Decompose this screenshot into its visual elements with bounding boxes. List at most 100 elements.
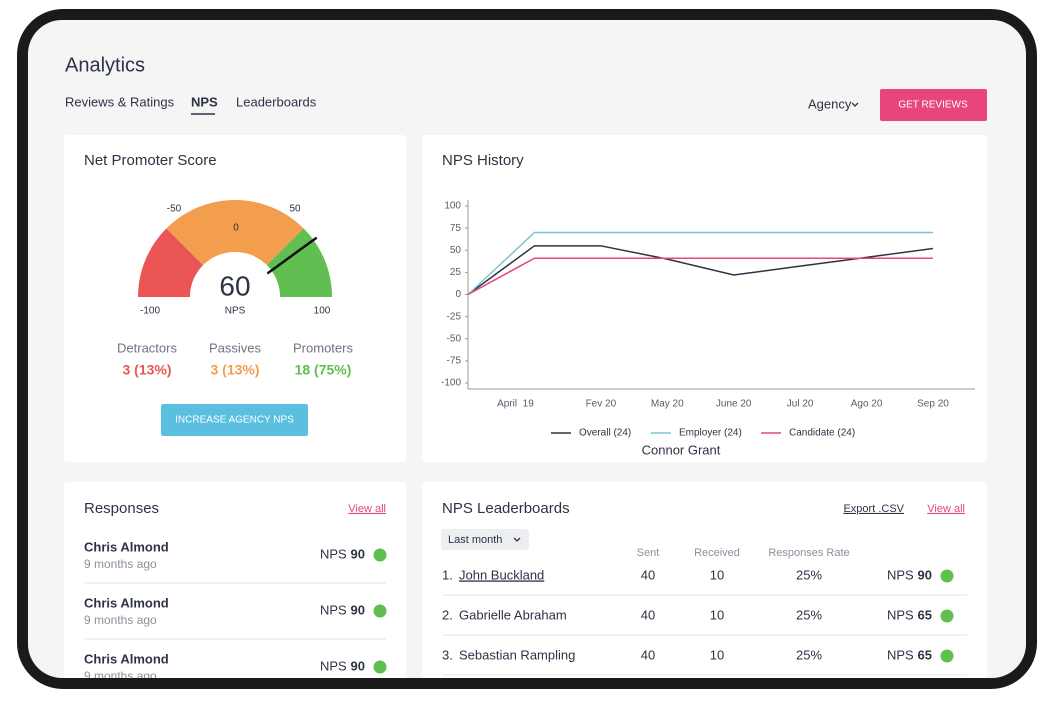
chart-subtitle: Connor Grant bbox=[642, 442, 721, 457]
y-tick-label: -75 bbox=[447, 356, 462, 367]
column-header: Sent bbox=[637, 547, 660, 559]
agent-name[interactable]: John Buckland bbox=[459, 567, 544, 582]
gauge-band bbox=[266, 228, 332, 297]
agent-name: Gabrielle Abraham bbox=[459, 607, 567, 622]
cell-rate: 25% bbox=[796, 567, 822, 582]
stat-label: Detractors bbox=[117, 340, 177, 355]
gauge-hub bbox=[190, 252, 280, 342]
stat-label: Passives bbox=[209, 340, 262, 355]
responder-name: Chris Almond bbox=[84, 651, 169, 666]
legend-label: Employer (24) bbox=[679, 428, 742, 439]
nps-score: 90 bbox=[351, 658, 365, 673]
y-tick-label: -100 bbox=[441, 378, 461, 389]
response-time: 9 months ago bbox=[84, 669, 157, 683]
x-tick-label: June 20 bbox=[716, 399, 752, 410]
card-title: Net Promoter Score bbox=[84, 152, 217, 169]
status-dot bbox=[373, 660, 387, 674]
gauge-tick-label: -50 bbox=[167, 204, 182, 215]
cell-received: 10 bbox=[710, 607, 724, 622]
gauge-tick-label: 100 bbox=[314, 306, 331, 317]
nps-label: NPS bbox=[320, 602, 347, 617]
export-link[interactable]: Export .CSV bbox=[843, 503, 904, 515]
cell-received: 10 bbox=[710, 567, 724, 582]
x-tick-label: May 20 bbox=[651, 399, 684, 410]
cell-received: 10 bbox=[710, 647, 724, 662]
period-label: Last month bbox=[448, 534, 502, 546]
nps-score: 90 bbox=[351, 602, 365, 617]
nps-label: NPS bbox=[887, 567, 914, 582]
gauge-needle bbox=[266, 236, 318, 275]
card-title: NPS History bbox=[442, 152, 524, 169]
tab[interactable]: NPS bbox=[191, 94, 218, 109]
y-tick-label: 75 bbox=[450, 223, 462, 234]
y-tick-label: 50 bbox=[450, 245, 462, 256]
series-line bbox=[467, 257, 933, 296]
y-tick-label: -25 bbox=[447, 311, 462, 322]
nps-score: 90 bbox=[918, 567, 932, 582]
cell-sent: 40 bbox=[641, 567, 655, 582]
gauge: -100 -50 0 50 100 60 NPS Detractors 3 (13%) Passi… bbox=[117, 200, 353, 378]
cell-sent: 40 bbox=[641, 607, 655, 622]
stat-label: Promoters bbox=[293, 340, 353, 355]
chevron bbox=[513, 537, 521, 542]
cell-sent: 40 bbox=[641, 647, 655, 662]
page-title: Analytics bbox=[65, 54, 145, 76]
chevron bbox=[851, 102, 859, 107]
response-time: 9 months ago bbox=[84, 613, 157, 627]
nps-label: NPS bbox=[320, 546, 347, 561]
period-dropdown[interactable] bbox=[441, 529, 529, 550]
gauge-tick-label: 50 bbox=[289, 204, 301, 215]
rank: 2. bbox=[442, 607, 453, 622]
x-tick-label: Ago 20 bbox=[851, 399, 883, 410]
column-header: Received bbox=[694, 547, 740, 559]
nps-label: NPS bbox=[887, 647, 914, 662]
nps-score: 90 bbox=[351, 546, 365, 561]
tab[interactable]: Reviews & Ratings bbox=[65, 94, 175, 109]
screen: Analytics Reviews & Ratings NPS Leaderbo… bbox=[28, 20, 1026, 683]
stat-value: 18 (75%) bbox=[295, 362, 352, 378]
filter-dropdown[interactable]: Agency bbox=[808, 96, 852, 111]
y-tick-label: 25 bbox=[450, 267, 462, 278]
card-title: NPS Leaderboards bbox=[442, 500, 570, 517]
legend-label: Overall (24) bbox=[579, 428, 631, 439]
stat-value: 3 (13%) bbox=[210, 362, 259, 378]
responder-name: Chris Almond bbox=[84, 539, 169, 554]
nps-label: NPS bbox=[320, 658, 347, 673]
legend-label: Candidate (24) bbox=[789, 428, 855, 439]
agent-name: Sebastian Rampling bbox=[459, 647, 575, 662]
x-tick-label: Sep 20 bbox=[917, 399, 949, 410]
status-dot bbox=[940, 649, 954, 663]
view-all-link[interactable]: View all bbox=[927, 503, 965, 515]
view-all-link[interactable]: View all bbox=[348, 503, 386, 515]
card bbox=[422, 135, 987, 462]
column-header: Responses Rate bbox=[768, 547, 849, 559]
score-label: NPS bbox=[225, 306, 246, 317]
card bbox=[422, 482, 987, 678]
button-label: GET REVIEWS bbox=[898, 100, 968, 111]
increase-nps-button[interactable] bbox=[161, 404, 308, 436]
responder-name: Chris Almond bbox=[84, 595, 169, 610]
x-tick-label: Jul 20 bbox=[787, 399, 814, 410]
status-dot bbox=[373, 604, 387, 618]
stat-value: 3 (13%) bbox=[122, 362, 171, 378]
get-reviews-button[interactable] bbox=[880, 89, 987, 121]
series-line bbox=[467, 231, 933, 296]
gauge-band bbox=[138, 228, 204, 297]
cell-rate: 25% bbox=[796, 647, 822, 662]
cell-rate: 25% bbox=[796, 607, 822, 622]
gauge-tick-label: -100 bbox=[140, 306, 160, 317]
rank: 1. bbox=[442, 567, 453, 582]
nps-score: 65 bbox=[918, 607, 932, 622]
tab[interactable]: Leaderboards bbox=[236, 94, 317, 109]
gauge-tick-label: 0 bbox=[233, 223, 239, 234]
y-tick-label: -50 bbox=[447, 333, 462, 344]
card-title: Responses bbox=[84, 500, 159, 517]
x-tick-label: Fev 20 bbox=[586, 399, 617, 410]
nps-label: NPS bbox=[887, 607, 914, 622]
line-chart: 100 75 50 25 0 -25 -50 -75 -100 April 19 Fev 20 May… bbox=[441, 200, 975, 439]
response-time: 9 months ago bbox=[84, 557, 157, 571]
gauge-band bbox=[166, 200, 304, 266]
x-tick-label: April 19 bbox=[497, 399, 534, 410]
y-tick-label: 100 bbox=[444, 201, 461, 212]
